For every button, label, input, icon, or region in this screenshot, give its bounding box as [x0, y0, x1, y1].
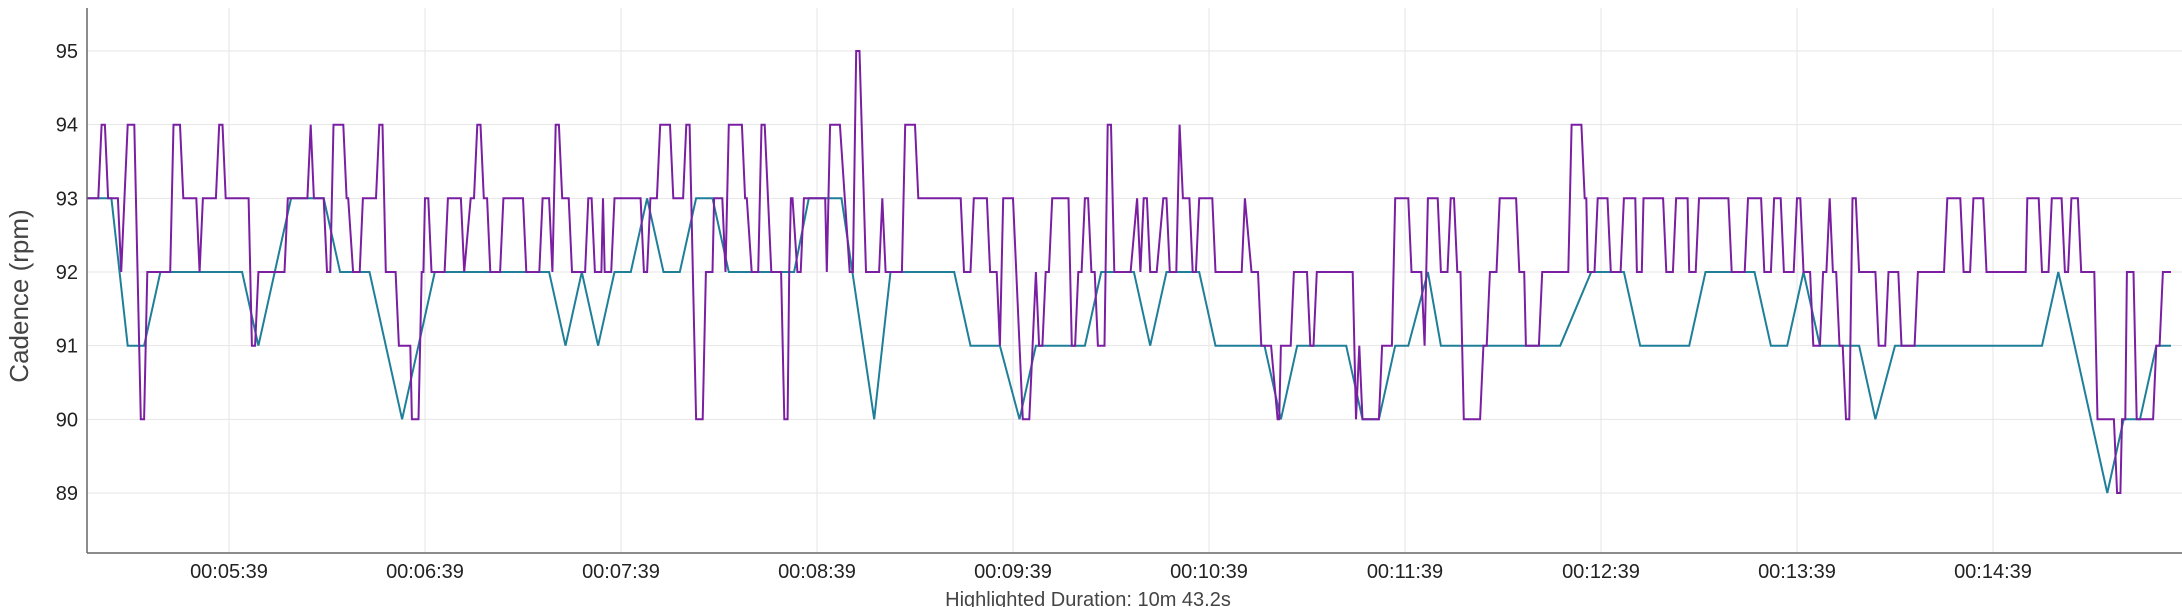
- x-tick-label: 00:10:39: [1170, 561, 1248, 583]
- y-axis-label: Cadence (rpm): [4, 209, 34, 382]
- x-tick-label: 00:14:39: [1954, 561, 2032, 583]
- y-tick-label: 95: [56, 41, 78, 63]
- y-tick-label: 92: [56, 262, 78, 284]
- x-axis-ticks: 00:05:39 00:06:39 00:07:39 00:08:39 00:09:39…: [190, 561, 2032, 583]
- x-tick-label: 00:11:39: [1367, 561, 1443, 583]
- x-tick-label: 00:08:39: [778, 561, 856, 583]
- x-tick-label: 00:12:39: [1562, 561, 1640, 583]
- highlighted-duration-label: Highlighted Duration: 10m 43.2s: [945, 589, 1231, 607]
- y-axis-ticks: 89 90 91 92 93 94 95: [56, 41, 78, 505]
- raw-cadence-line: [86, 50, 2171, 494]
- y-tick-label: 90: [56, 409, 78, 431]
- y-tick-label: 93: [56, 188, 78, 210]
- grid-lines: [87, 8, 2182, 553]
- y-tick-label: 91: [56, 336, 78, 358]
- y-tick-label: 89: [56, 483, 78, 505]
- x-tick-label: 00:09:39: [974, 561, 1052, 583]
- x-tick-label: 00:07:39: [582, 561, 660, 583]
- x-tick-label: 00:06:39: [386, 561, 464, 583]
- x-tick-label: 00:05:39: [190, 561, 268, 583]
- x-tick-label: 00:13:39: [1758, 561, 1836, 583]
- y-tick-label: 94: [56, 115, 78, 137]
- series-lines: [86, 50, 2171, 494]
